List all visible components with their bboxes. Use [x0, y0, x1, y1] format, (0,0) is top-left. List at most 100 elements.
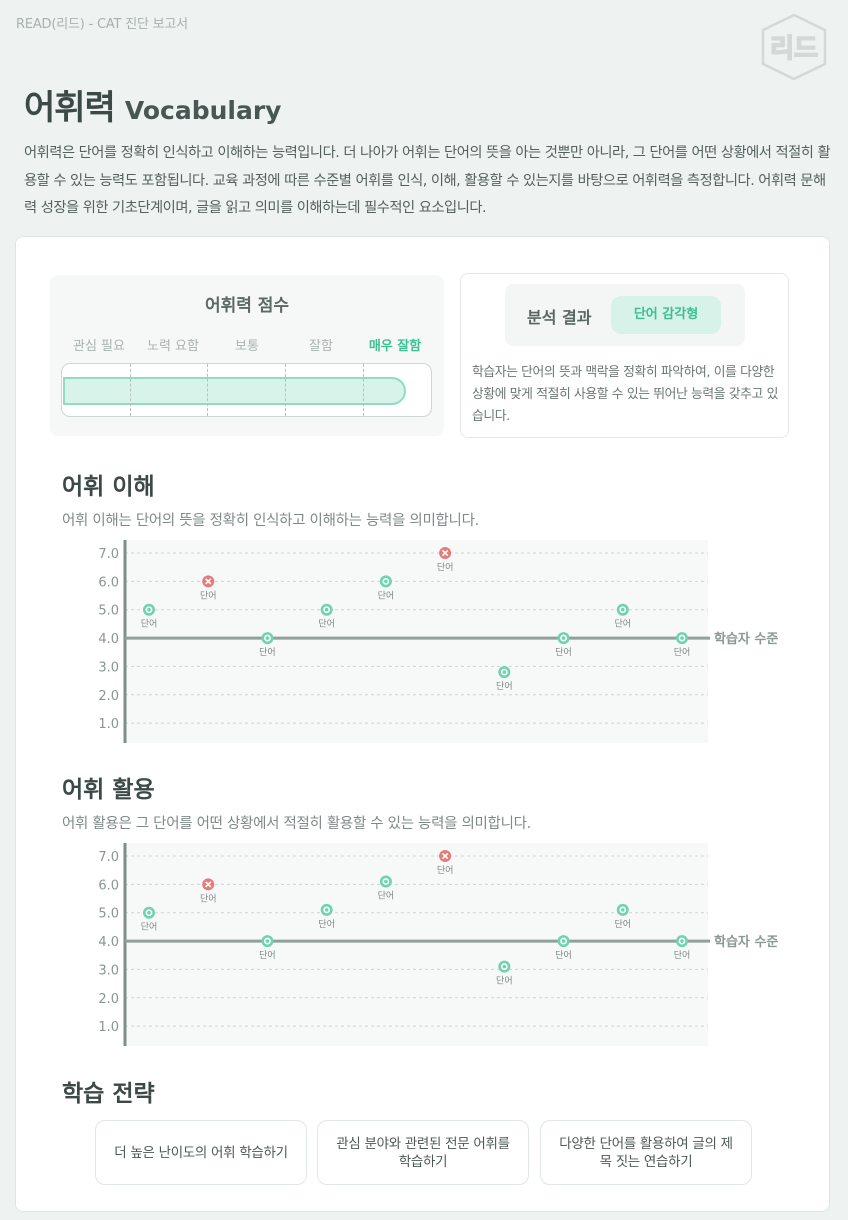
correct-word-marker: 단어	[318, 603, 335, 630]
marker-inner-ring	[560, 937, 567, 945]
y-tick-label: 2.0	[98, 992, 119, 1007]
wrong-word-marker: 단어	[200, 878, 217, 904]
y-tick-label: 6.0	[98, 878, 119, 893]
section-desc-understanding: 어휘 이해는 단어의 뜻을 정확히 인식하고 이해하는 능력을 의미합니다.	[62, 513, 479, 529]
marker-x	[441, 549, 449, 557]
point-label: 단어	[437, 865, 454, 876]
marker-inner-ring	[678, 634, 686, 642]
marker-circle	[498, 960, 511, 973]
intro-paragraph: 어휘력은 단어를 정확히 인식하고 이해하는 능력입니다. 더 나아가 어휘는 …	[24, 145, 831, 216]
correct-word-marker: 단어	[318, 903, 335, 930]
marker-circle	[676, 935, 688, 948]
marker-inner-ring	[560, 634, 567, 642]
marker-inner-ring	[264, 634, 271, 642]
point-label: 단어	[318, 919, 335, 930]
y-tick-label: 3.0	[98, 660, 119, 675]
score-title: 어휘력 점수	[204, 296, 290, 316]
marker-circle	[379, 575, 392, 588]
marker-inner-ring	[145, 606, 153, 614]
correct-word-marker: 단어	[378, 875, 395, 902]
score-divider	[285, 364, 286, 416]
point-label: 단어	[259, 950, 276, 961]
marker-inner-ring	[264, 937, 271, 945]
marker-circle	[261, 632, 274, 645]
score-bar-fill	[63, 377, 406, 405]
marker-x	[205, 881, 212, 888]
wrong-word-marker: 단어	[437, 547, 453, 573]
correct-word-marker: 단어	[496, 960, 513, 987]
score-divider	[363, 364, 364, 416]
point-label: 단어	[141, 619, 158, 630]
marker-x	[205, 578, 212, 585]
point-label: 단어	[378, 891, 395, 902]
reference-label: 학습자 수준	[714, 934, 778, 950]
page-title: 어휘력 Vocabulary	[24, 80, 281, 129]
section-title-usage: 어휘 활용	[62, 777, 155, 803]
marker-inner-ring	[382, 577, 390, 585]
y-tick-label: 2.0	[98, 689, 119, 704]
correct-word-marker: 단어	[674, 935, 691, 961]
point-label: 단어	[141, 922, 158, 933]
point-label: 단어	[614, 919, 631, 930]
point-label: 단어	[496, 681, 513, 692]
correct-word-marker: 단어	[141, 603, 158, 630]
level-label-active: 매우 잘함	[368, 339, 422, 354]
understanding-chart: 7.0 6.0 5.0 4.0 3.0 2.0 1.0 학습자 수준 단어 단어 단어 단어 단어 단어 단…	[76, 537, 796, 747]
marker-inner-ring	[619, 606, 627, 614]
marker-circle	[261, 935, 274, 948]
marker-circle	[143, 603, 155, 616]
point-label: 단어	[674, 647, 691, 658]
marker-inner-ring	[500, 963, 508, 970]
point-label: 단어	[614, 619, 631, 630]
type-badge: 단어 감각형	[611, 296, 721, 334]
point-label: 단어	[674, 950, 691, 961]
section-title-understanding: 어휘 이해	[62, 474, 155, 500]
correct-word-marker: 단어	[555, 935, 572, 961]
analysis-header: 분석 결과 단어 감각형	[505, 284, 745, 346]
y-tick-label: 4.0	[98, 632, 119, 647]
marker-inner-ring	[323, 606, 331, 614]
marker-inner-ring	[382, 878, 390, 885]
y-tick-label: 7.0	[98, 850, 119, 865]
marker-inner-ring	[145, 909, 153, 917]
logo-lettering: 리드	[770, 34, 818, 64]
marker-circle	[379, 875, 392, 888]
marker-inner-ring	[323, 906, 331, 914]
correct-word-marker: 단어	[614, 903, 631, 930]
analysis-panel: 분석 결과 단어 감각형 학습자는 단어의 뜻과 맥락을 정확히 파악하여, 이…	[460, 273, 789, 438]
point-label: 단어	[555, 647, 572, 658]
y-tick-label: 3.0	[98, 963, 119, 978]
y-tick-label: 5.0	[98, 907, 119, 922]
point-label: 단어	[496, 976, 513, 987]
strategy-card: 더 높은 난이도의 어휘 학습하기	[95, 1120, 307, 1185]
wrong-word-marker: 단어	[200, 575, 217, 601]
analysis-text: 학습자는 단어의 뜻과 맥락을 정확히 파악하여, 이를 다양한 상황에 맞게 …	[472, 365, 778, 424]
point-label: 단어	[259, 647, 276, 658]
report-card: 어휘력 점수 관심 필요 노력 요함 보통 잘함 매우 잘함 분석 결과 단어 …	[15, 236, 830, 1212]
marker-circle	[616, 903, 629, 916]
point-label: 단어	[318, 619, 335, 630]
y-tick-label: 1.0	[98, 1020, 119, 1035]
page-title-korean: 어휘력	[24, 88, 116, 128]
level-label: 관심 필요	[73, 339, 125, 354]
marker-circle	[557, 935, 570, 948]
marker-circle	[320, 603, 333, 616]
strategy-card: 관심 분야와 관련된 전문 어휘를 학습하기	[317, 1120, 529, 1185]
usage-chart: 7.0 6.0 5.0 4.0 3.0 2.0 1.0 학습자 수준 단어 단어 단어 단어 단어 단어 단…	[76, 840, 796, 1050]
level-label: 노력 요함	[147, 339, 199, 354]
marker-circle	[320, 903, 333, 916]
level-label: 잘함	[309, 339, 333, 354]
y-tick-label: 7.0	[98, 547, 119, 562]
correct-word-marker: 단어	[496, 666, 513, 692]
correct-word-marker: 단어	[378, 575, 394, 601]
point-label: 단어	[200, 893, 217, 904]
correct-word-marker: 단어	[259, 935, 276, 961]
document-header: READ(리드) - CAT 진단 보고서	[16, 17, 188, 32]
score-divider	[207, 364, 208, 416]
marker-x	[441, 852, 449, 860]
plot-area	[125, 540, 708, 743]
marker-inner-ring	[500, 668, 508, 676]
correct-word-marker: 단어	[259, 632, 276, 658]
score-divider	[130, 364, 131, 416]
